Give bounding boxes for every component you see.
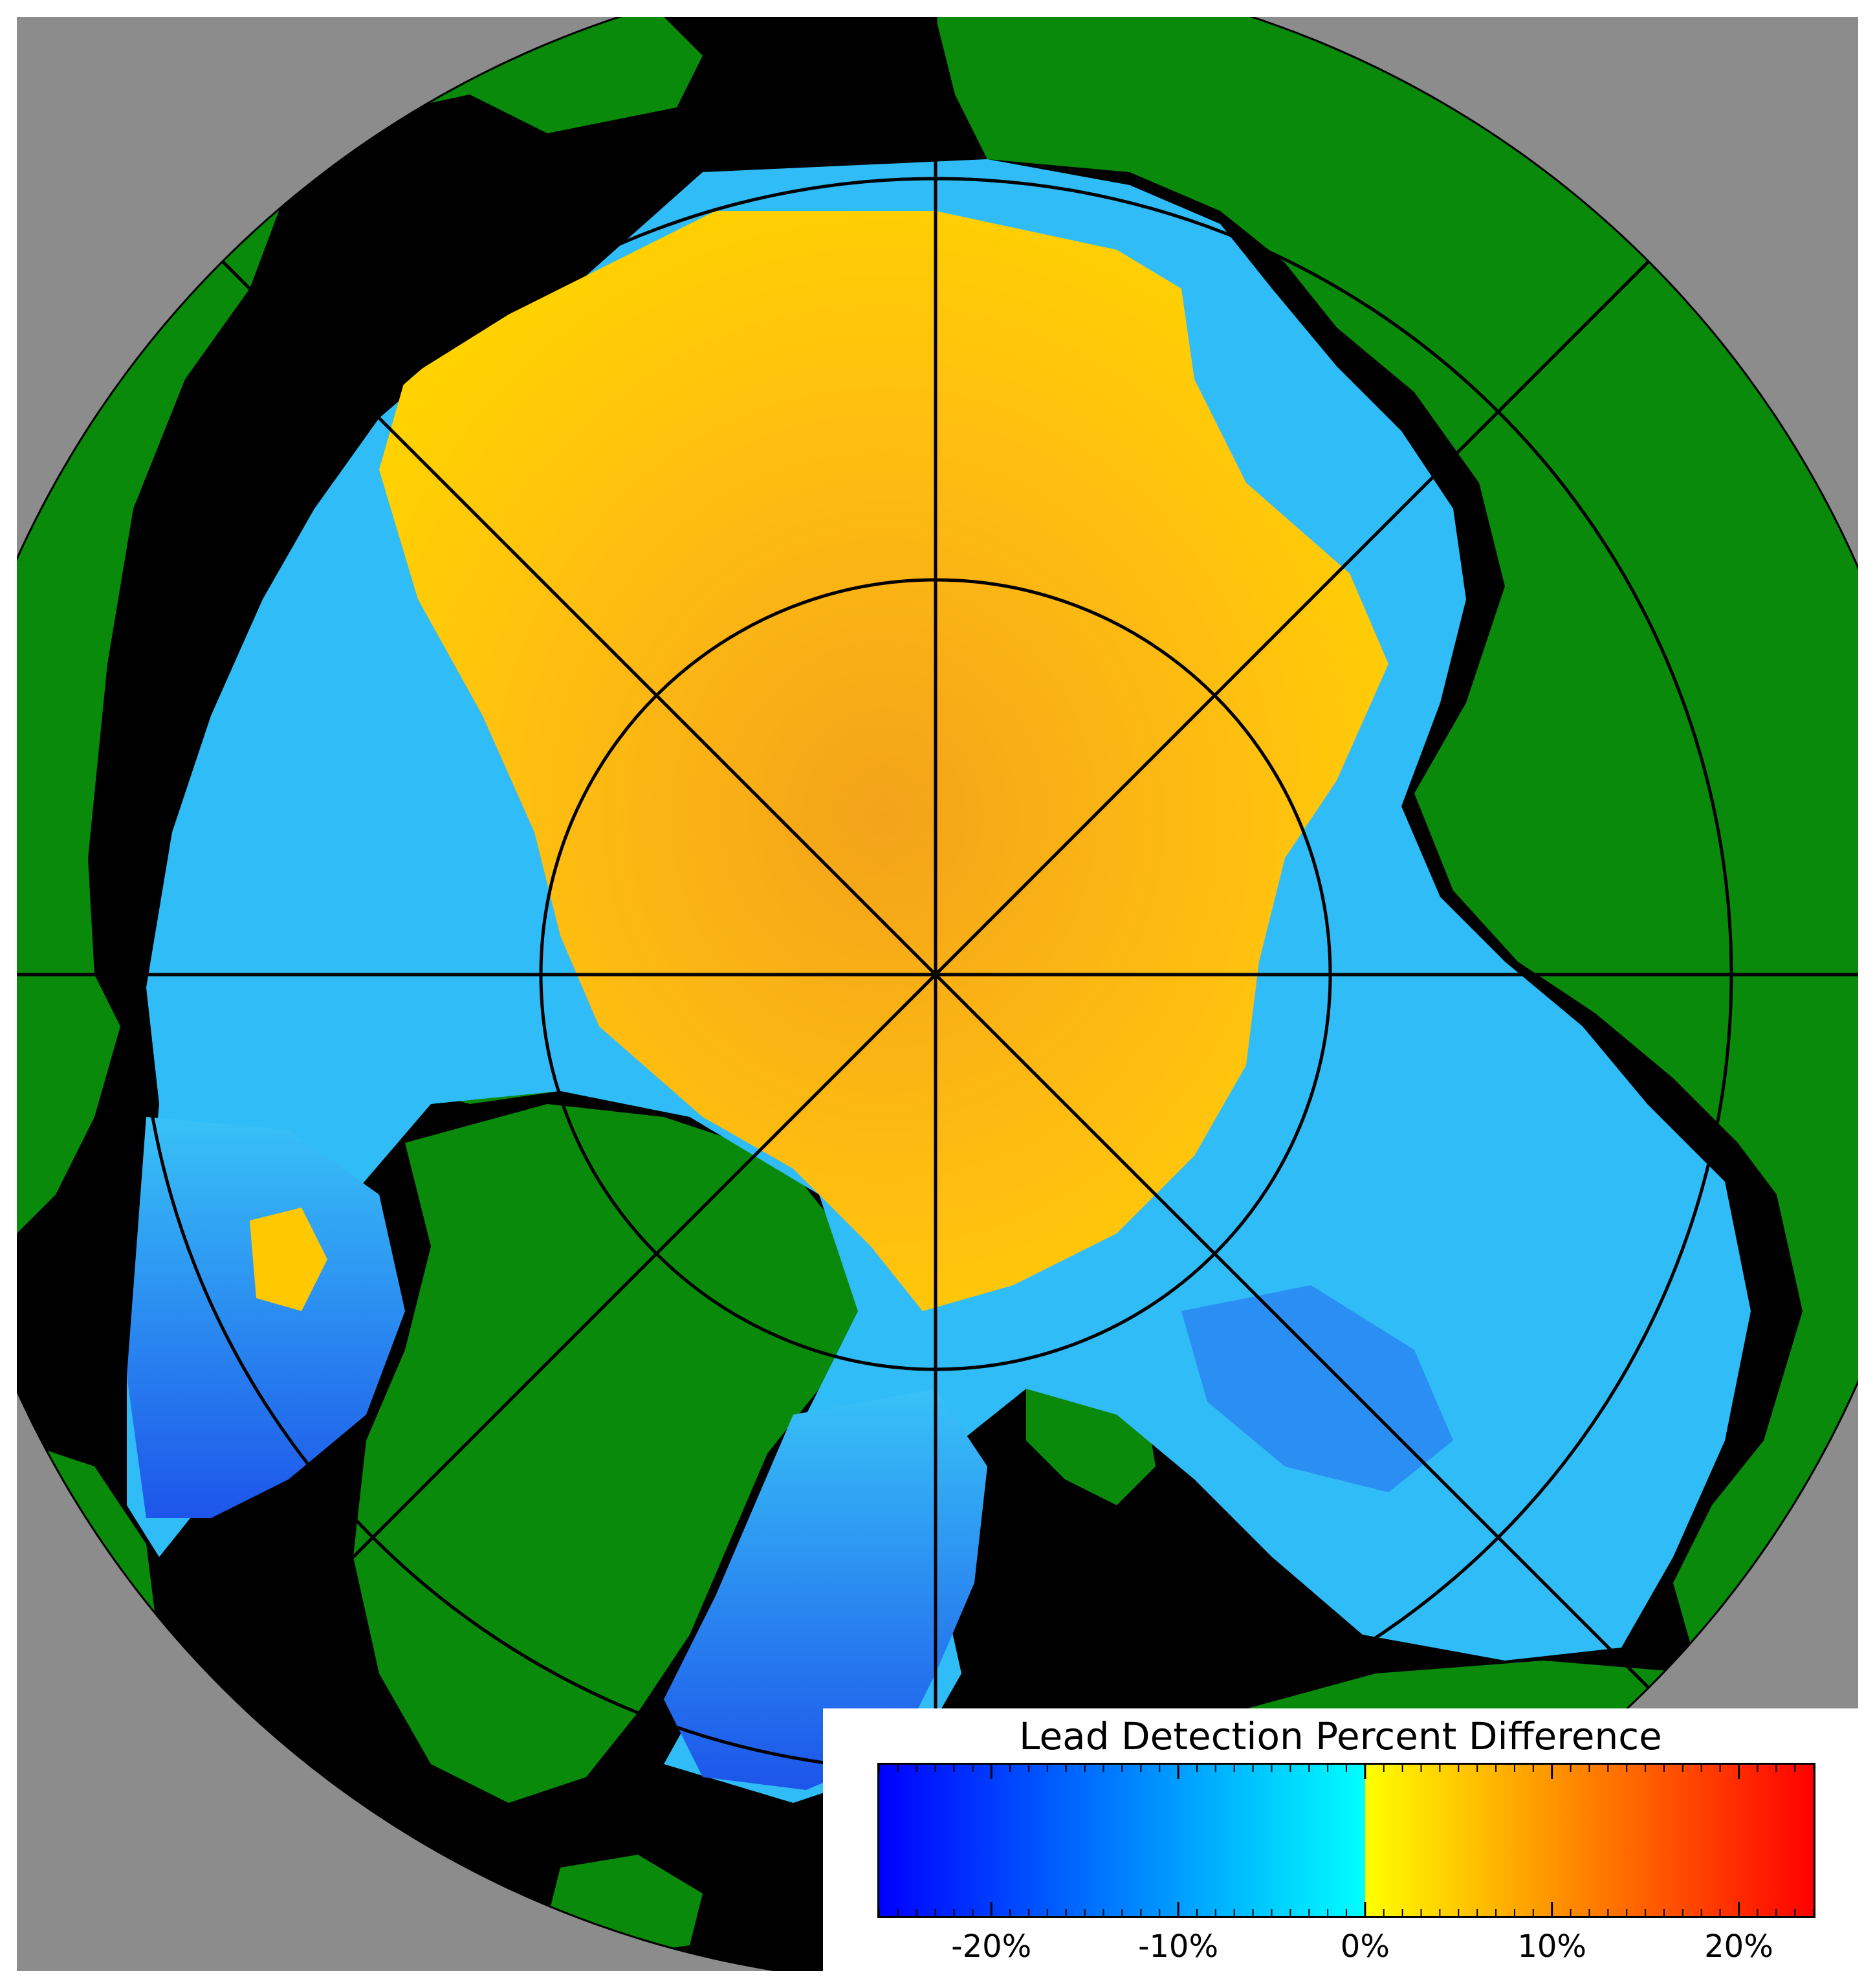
meridian-diagonal-ne-sw	[80, 119, 1791, 1830]
interior-ice-baffin-patch	[250, 1208, 327, 1311]
land-north-america	[17, 17, 703, 1233]
colorbar	[877, 1763, 1815, 1918]
colorbar-tick-label: 20%	[1704, 1928, 1773, 1965]
marginal-ice-baffin	[127, 1117, 405, 1518]
marginal-ice-barents	[1181, 1285, 1453, 1492]
graticule	[17, 17, 1858, 1971]
colorbar-tick-label: 10%	[1517, 1928, 1587, 1965]
legend-title: Lead Detection Percent Difference	[1019, 1714, 1662, 1758]
colorbar-gradient	[879, 1765, 1814, 1916]
land-eurasia-east	[936, 17, 1858, 1673]
polar-map-canvas	[17, 17, 1858, 1971]
interior-ice	[250, 211, 1388, 1311]
interior-ice-central	[379, 211, 1388, 1311]
colorbar-tick-label: -10%	[1138, 1928, 1219, 1965]
marginal-ice-greenland-sea	[664, 1389, 987, 1790]
colorbar-tick-label: 0%	[1340, 1928, 1390, 1965]
polar-map	[17, 17, 1858, 1971]
colorbar-tick-label: -20%	[951, 1928, 1032, 1965]
colorbar-ticks	[879, 1765, 1814, 1916]
legend-panel: Lead Detection Percent Difference -20% -1…	[823, 1708, 1858, 1971]
